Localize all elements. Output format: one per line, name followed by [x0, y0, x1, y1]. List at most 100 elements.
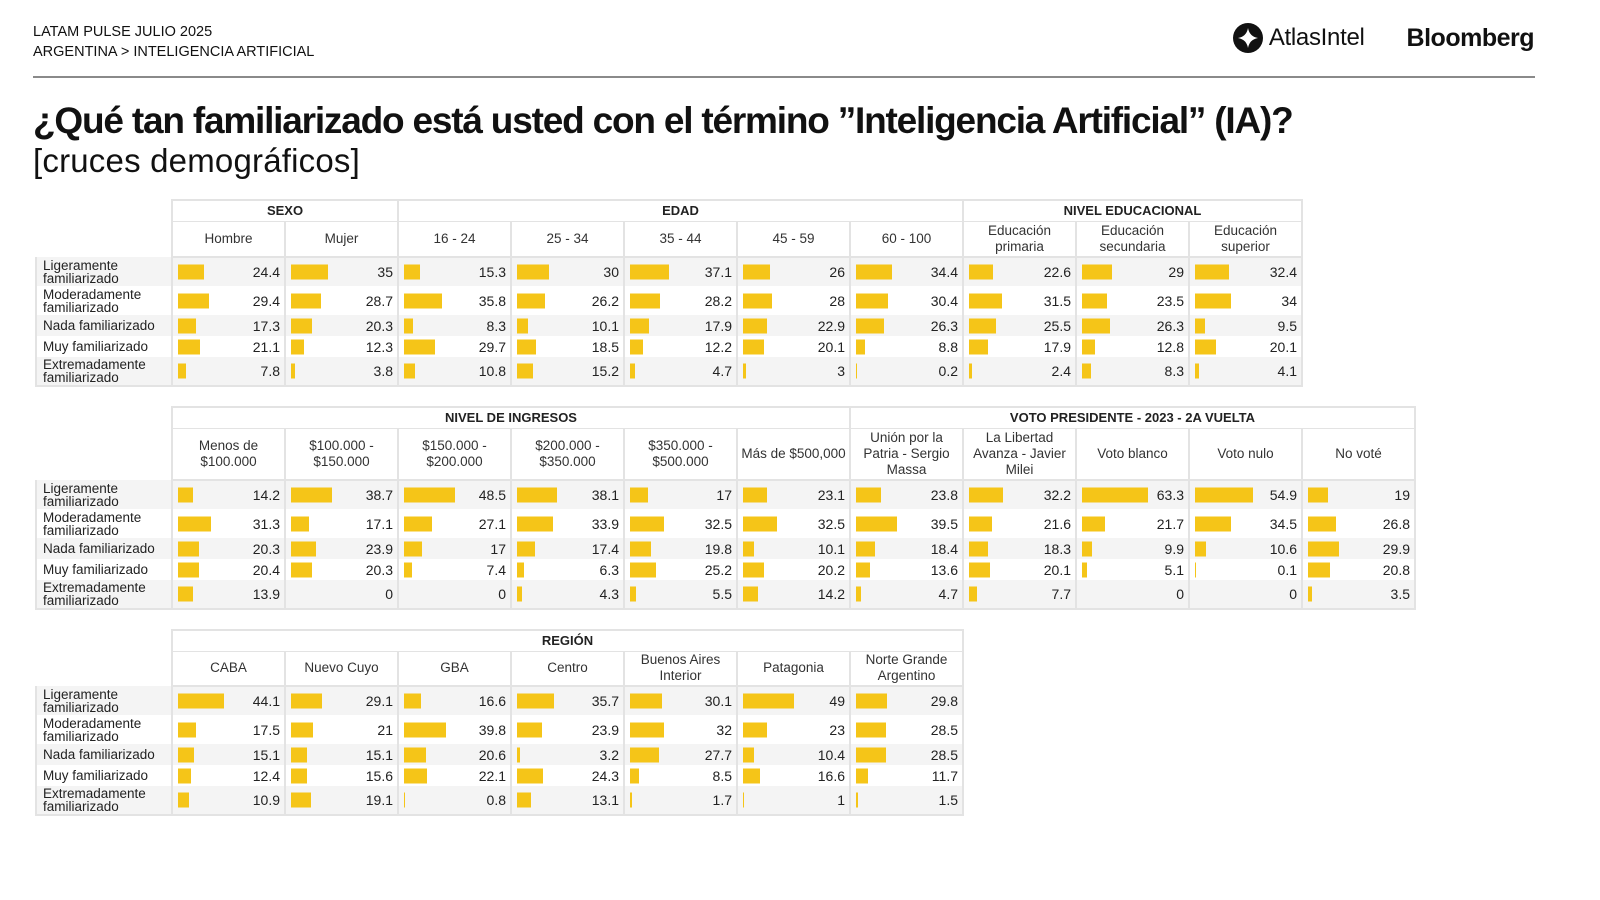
value-label: 32.2: [1043, 487, 1071, 503]
value-bar: [630, 562, 657, 577]
value-label: 27.7: [704, 746, 732, 763]
value-bar: [743, 541, 754, 556]
value-label: 17.1: [365, 515, 393, 532]
value-bar: [178, 747, 194, 762]
report-section: ARGENTINA > INTELIGENCIA ARTIFICIAL: [33, 44, 315, 60]
value-label: 22.6: [1043, 264, 1071, 280]
value-bar: [1082, 516, 1105, 531]
data-cell: 3.5: [1301, 580, 1416, 610]
value-label: 22.1: [478, 767, 506, 784]
row-label: Extremadamente familiarizado: [35, 580, 172, 610]
data-cell: 13.6: [849, 559, 964, 580]
data-cell: 48.5: [397, 480, 512, 509]
data-cell: 14.2: [171, 480, 286, 509]
value-bar: [969, 541, 989, 556]
value-label: 16.6: [817, 767, 845, 784]
table-row: Extremadamente familiarizado 10.9 19.1 0.8 1…: [35, 786, 964, 816]
value-label: 0: [498, 586, 506, 602]
data-cell: 35.8: [397, 286, 512, 315]
data-cell: 26.8: [1301, 509, 1416, 538]
value-label: 4.7: [712, 363, 732, 379]
data-cell: 7.7: [962, 580, 1077, 610]
value-label: 7.7: [1051, 586, 1071, 602]
value-bar: [856, 516, 898, 531]
data-cell: 12.4: [171, 765, 286, 786]
data-cell: 35.7: [510, 686, 625, 715]
value-bar: [1195, 318, 1205, 333]
value-bar: [1082, 318, 1110, 333]
value-bar: [1195, 339, 1217, 354]
table-row: Nada familiarizado 20.3 23.9 17 17.4 19.8 10.1…: [35, 538, 1416, 559]
column-header-educacion-superior: Educación superior: [1188, 221, 1303, 258]
value-bar: [291, 293, 322, 308]
data-cell: 12.8: [1075, 336, 1190, 357]
value-label: 20.4: [252, 561, 280, 578]
data-cell: 20.3: [284, 315, 399, 336]
data-cell: 13.9: [171, 580, 286, 610]
value-label: 20.8: [1382, 561, 1410, 578]
value-label: 29.7: [478, 338, 506, 355]
data-cell: 17.3: [171, 315, 286, 336]
corner-blank: [36, 221, 172, 257]
data-cell: 21.1: [171, 336, 286, 357]
value-label: 8.3: [1164, 363, 1184, 379]
value-label: 9.9: [1164, 540, 1184, 557]
data-cell: 29.9: [1301, 538, 1416, 559]
value-label: 38.7: [365, 487, 393, 503]
value-label: 28.7: [365, 292, 393, 309]
value-bar: [630, 586, 636, 602]
data-cell: 8.8: [849, 336, 964, 357]
value-label: 23: [829, 721, 845, 738]
value-label: 18.3: [1043, 540, 1071, 557]
data-cell: 20.4: [171, 559, 286, 580]
corner-blank: [36, 407, 172, 428]
data-cell: 32: [623, 715, 738, 744]
value-bar: [743, 792, 745, 808]
value-bar: [969, 293, 1003, 308]
table-row: Ligeramente familiarizado 24.4 35 15.3 30 37.…: [35, 257, 1303, 286]
data-cell: 22.9: [736, 315, 851, 336]
value-bar: [743, 586, 758, 602]
data-cell: 22.6: [962, 257, 1077, 286]
value-bar: [630, 363, 635, 379]
data-cell: 17.9: [962, 336, 1077, 357]
value-label: 9.5: [1277, 317, 1297, 334]
value-label: 44.1: [252, 693, 280, 709]
column-header-educacion-secundaria: Educación secundaria: [1075, 221, 1190, 258]
column-header-menos-de-100-000: Menos de $100.000: [171, 428, 286, 481]
data-cell: 20.1: [962, 559, 1077, 580]
value-label: 21.6: [1043, 515, 1071, 532]
value-label: 32: [716, 721, 732, 738]
data-cell: 63.3: [1075, 480, 1190, 509]
value-bar: [630, 792, 632, 808]
column-header-60-100: 60 - 100: [849, 221, 964, 258]
value-label: 12.4: [252, 767, 280, 784]
data-cell: 19.8: [623, 538, 738, 559]
value-label: 10.4: [817, 746, 845, 763]
column-header-16-24: 16 - 24: [397, 221, 512, 258]
data-cell: 0: [1075, 580, 1190, 610]
value-bar: [178, 339, 201, 354]
value-label: 0.1: [1277, 561, 1297, 578]
data-cell: 1.5: [849, 786, 964, 816]
data-cell: 12.3: [284, 336, 399, 357]
value-bar: [291, 747, 307, 762]
value-label: 13.6: [930, 561, 958, 578]
value-label: 26.3: [930, 317, 958, 334]
value-label: 0.2: [938, 363, 958, 379]
value-label: 3.2: [599, 746, 619, 763]
value-label: 31.5: [1043, 292, 1071, 309]
table-row: Ligeramente familiarizado 44.1 29.1 16.6 35.…: [35, 686, 964, 715]
value-label: 11.7: [931, 767, 958, 784]
value-label: 20.6: [478, 746, 506, 763]
data-cell: 18.3: [962, 538, 1077, 559]
value-bar: [743, 747, 754, 762]
data-cell: 28.2: [623, 286, 738, 315]
value-label: 15.3: [478, 264, 506, 280]
data-cell: 15.3: [397, 257, 512, 286]
value-bar: [969, 264, 993, 280]
atlasintel-logo-icon: [1232, 23, 1263, 53]
value-label: 15.6: [365, 767, 393, 784]
data-cell: 29.8: [849, 686, 964, 715]
data-cell: 39.5: [849, 509, 964, 538]
